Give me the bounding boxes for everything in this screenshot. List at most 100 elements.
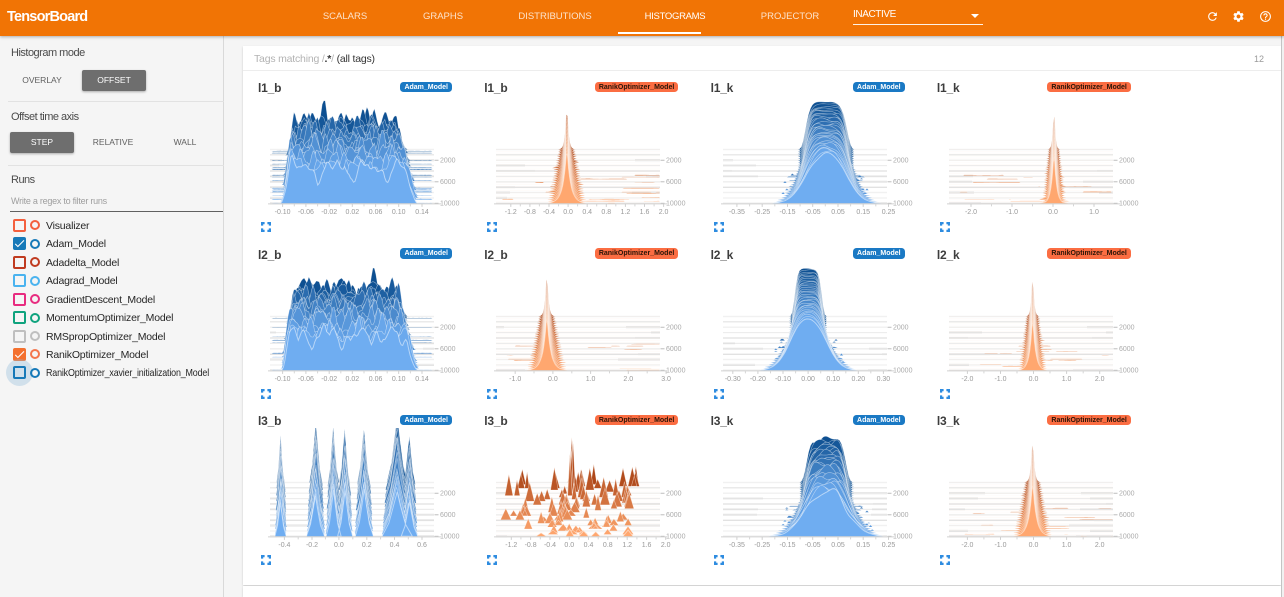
- svg-text:-0.30: -0.30: [724, 375, 740, 382]
- svg-text:-0.35: -0.35: [729, 542, 745, 549]
- svg-text:-0.2: -0.2: [306, 542, 318, 549]
- svg-text:1.6: 1.6: [640, 209, 650, 216]
- svg-text:-2.0: -2.0: [961, 542, 973, 549]
- svg-text:2000: 2000: [440, 491, 456, 498]
- svg-text:-0.4: -0.4: [278, 542, 290, 549]
- svg-text:10000: 10000: [1119, 367, 1139, 374]
- svg-text:0.4: 0.4: [390, 542, 400, 549]
- svg-text:10000: 10000: [666, 534, 686, 541]
- svg-text:0.0: 0.0: [564, 209, 574, 216]
- svg-text:10000: 10000: [893, 201, 913, 208]
- svg-text:1.0: 1.0: [586, 375, 596, 382]
- svg-text:0.10: 0.10: [392, 209, 406, 216]
- svg-text:0.0: 0.0: [548, 375, 558, 382]
- svg-text:0.06: 0.06: [369, 375, 383, 382]
- svg-text:-0.35: -0.35: [729, 209, 745, 216]
- svg-text:2000: 2000: [666, 158, 682, 165]
- svg-text:2000: 2000: [1119, 324, 1135, 331]
- svg-text:-0.06: -0.06: [298, 209, 314, 216]
- svg-text:10000: 10000: [1119, 201, 1139, 208]
- svg-text:-0.25: -0.25: [754, 542, 770, 549]
- svg-text:1.0: 1.0: [1062, 375, 1072, 382]
- svg-text:2000: 2000: [666, 491, 682, 498]
- svg-text:-1.2: -1.2: [505, 209, 517, 216]
- svg-text:0.2: 0.2: [362, 542, 372, 549]
- svg-text:0.30: 0.30: [876, 375, 890, 382]
- svg-text:2000: 2000: [1119, 491, 1135, 498]
- svg-text:1.0: 1.0: [1089, 209, 1099, 216]
- svg-text:-0.25: -0.25: [754, 209, 770, 216]
- svg-text:-0.02: -0.02: [321, 209, 337, 216]
- svg-text:6000: 6000: [440, 512, 456, 519]
- svg-text:10000: 10000: [440, 201, 460, 208]
- svg-text:6000: 6000: [1119, 512, 1135, 519]
- svg-text:-1.0: -1.0: [1006, 209, 1018, 216]
- svg-text:3.0: 3.0: [662, 375, 672, 382]
- svg-text:2000: 2000: [440, 324, 456, 331]
- svg-text:1.2: 1.2: [621, 209, 631, 216]
- svg-text:0.02: 0.02: [345, 375, 359, 382]
- svg-text:-0.02: -0.02: [321, 375, 337, 382]
- svg-text:0.15: 0.15: [856, 542, 870, 549]
- svg-text:0.0: 0.0: [1029, 375, 1039, 382]
- svg-text:6000: 6000: [666, 512, 682, 519]
- svg-text:10000: 10000: [1119, 534, 1139, 541]
- svg-text:-0.05: -0.05: [804, 209, 820, 216]
- svg-text:10000: 10000: [666, 367, 686, 374]
- svg-text:2000: 2000: [1119, 158, 1135, 165]
- svg-text:6000: 6000: [440, 179, 456, 186]
- svg-text:-0.10: -0.10: [275, 209, 291, 216]
- svg-text:-1.2: -1.2: [506, 542, 518, 549]
- svg-text:0.10: 0.10: [392, 375, 406, 382]
- svg-text:0.00: 0.00: [801, 375, 815, 382]
- svg-text:2.0: 2.0: [659, 209, 669, 216]
- svg-text:10000: 10000: [440, 534, 460, 541]
- svg-text:10000: 10000: [666, 201, 686, 208]
- svg-text:2000: 2000: [893, 324, 909, 331]
- svg-text:6000: 6000: [893, 346, 909, 353]
- svg-text:0.25: 0.25: [881, 542, 895, 549]
- svg-text:2.0: 2.0: [661, 542, 671, 549]
- svg-text:2000: 2000: [440, 158, 456, 165]
- svg-text:-0.15: -0.15: [779, 209, 795, 216]
- svg-text:0.0: 0.0: [1048, 209, 1058, 216]
- svg-text:1.0: 1.0: [1062, 542, 1072, 549]
- svg-text:0.0: 0.0: [565, 542, 575, 549]
- svg-text:0.25: 0.25: [881, 209, 895, 216]
- svg-text:2.0: 2.0: [624, 375, 634, 382]
- svg-text:-0.20: -0.20: [750, 375, 766, 382]
- svg-text:-0.10: -0.10: [275, 375, 291, 382]
- svg-text:2.0: 2.0: [1095, 542, 1105, 549]
- svg-text:0.8: 0.8: [603, 542, 613, 549]
- svg-text:0.4: 0.4: [584, 542, 594, 549]
- svg-text:6000: 6000: [666, 179, 682, 186]
- svg-text:2000: 2000: [893, 158, 909, 165]
- svg-text:6000: 6000: [1119, 346, 1135, 353]
- svg-text:0.6: 0.6: [417, 542, 427, 549]
- svg-text:0.20: 0.20: [851, 375, 865, 382]
- svg-text:0.15: 0.15: [856, 209, 870, 216]
- svg-text:-0.05: -0.05: [804, 542, 820, 549]
- svg-text:0.4: 0.4: [583, 209, 593, 216]
- svg-text:-1.0: -1.0: [994, 375, 1006, 382]
- svg-text:-2.0: -2.0: [965, 209, 977, 216]
- svg-text:-0.10: -0.10: [775, 375, 791, 382]
- svg-text:0.10: 0.10: [826, 375, 840, 382]
- svg-text:0.8: 0.8: [602, 209, 612, 216]
- svg-text:-0.06: -0.06: [298, 375, 314, 382]
- svg-text:6000: 6000: [1119, 179, 1135, 186]
- svg-text:1.6: 1.6: [642, 542, 652, 549]
- svg-text:0.14: 0.14: [415, 209, 429, 216]
- svg-text:-0.4: -0.4: [544, 542, 556, 549]
- svg-text:2000: 2000: [893, 491, 909, 498]
- svg-text:6000: 6000: [440, 346, 456, 353]
- svg-text:2.0: 2.0: [1095, 375, 1105, 382]
- svg-text:0.06: 0.06: [369, 209, 383, 216]
- svg-text:0.02: 0.02: [345, 209, 359, 216]
- svg-text:6000: 6000: [893, 179, 909, 186]
- svg-text:-0.4: -0.4: [543, 209, 555, 216]
- svg-text:-2.0: -2.0: [961, 375, 973, 382]
- svg-text:-1.0: -1.0: [994, 542, 1006, 549]
- svg-text:0.05: 0.05: [831, 209, 845, 216]
- svg-text:2000: 2000: [666, 324, 682, 331]
